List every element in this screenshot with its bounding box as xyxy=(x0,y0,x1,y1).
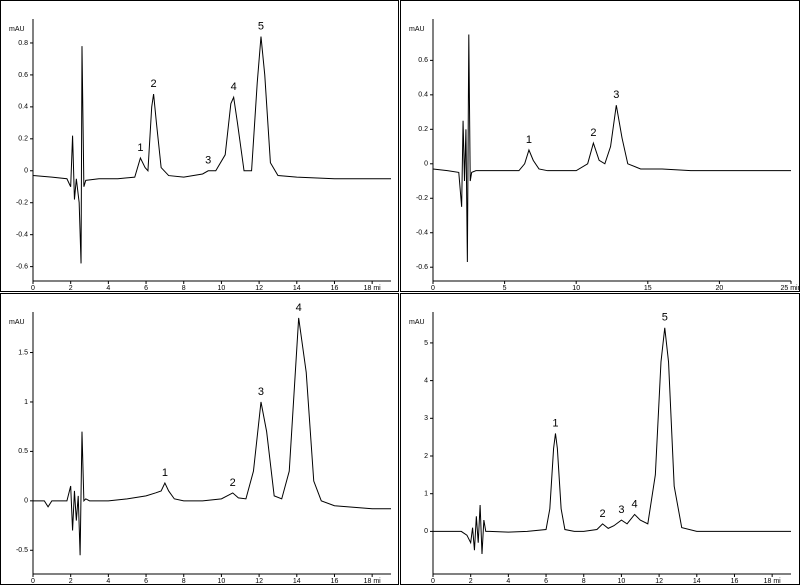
y-tick-label: -0.4 xyxy=(16,232,28,239)
y-tick-label: 0.5 xyxy=(18,448,28,455)
chart: mAU -0.6 -0.4 -0.2 0 0.2 0.4 0.6 0 5 10 15 20 25 min 1… xyxy=(409,19,799,291)
x-tick-label: 12 xyxy=(255,285,263,291)
x-tick-label: 0 xyxy=(31,578,35,584)
y-tick-label: 1 xyxy=(24,399,28,406)
x-tick-label: 18 mi xyxy=(364,578,382,584)
y-axis-label: mAU xyxy=(9,26,25,33)
y-tick-label: 0 xyxy=(424,161,428,168)
y-tick-label: -0.4 xyxy=(416,230,428,237)
x-tick-label: 18 mi xyxy=(364,285,382,291)
x-tick-label: 0 xyxy=(31,285,35,291)
chromatogram-line xyxy=(432,34,791,263)
x-tick-label: 16 xyxy=(331,578,339,584)
peak-label: 4 xyxy=(231,81,237,93)
x-tick-label: 2 xyxy=(69,285,73,291)
y-tick-label: 0 xyxy=(424,528,428,535)
peak-label: 2 xyxy=(590,127,596,139)
y-tick-label: 2 xyxy=(424,453,428,460)
y-axis-label: mAU xyxy=(409,319,425,326)
x-tick-label: 2 xyxy=(69,578,73,584)
peak-label: 3 xyxy=(258,386,264,398)
peak-label: 2 xyxy=(151,78,157,90)
x-tick-label: 25 min xyxy=(780,285,799,291)
panel: mAU -0.6 -0.4 -0.2 0 0.2 0.4 0.6 0 5 10 15 20 25 min 1… xyxy=(400,0,800,292)
x-tick-label: 2 xyxy=(469,578,473,584)
peak-label: 5 xyxy=(662,312,668,324)
peak-label: 2 xyxy=(230,477,236,489)
x-tick-label: 12 xyxy=(255,578,263,584)
peak-label: 2 xyxy=(600,508,606,520)
panel: mAU -0.6 -0.4 -0.2 0 0.2 0.4 0.6 0.8 0 2 4 6 8 10 12 14 1… xyxy=(0,0,399,292)
y-tick-label: 1.5 xyxy=(18,349,28,356)
x-tick-label: 14 xyxy=(293,578,301,584)
x-tick-label: 8 xyxy=(582,578,586,584)
peak-label: 1 xyxy=(552,417,558,429)
x-tick-label: 0 xyxy=(431,578,435,584)
y-tick-label: -0.5 xyxy=(16,547,28,554)
panel: mAU -0.5 0 0.5 1 1.5 0 2 4 6 8 10 12 14 16 18 mi 1 2 3 4 xyxy=(0,293,399,585)
x-tick-label: 14 xyxy=(693,578,701,584)
x-tick-label: 10 xyxy=(218,285,226,291)
y-tick-label: 0.6 xyxy=(418,57,428,64)
y-tick-label: -0.6 xyxy=(16,263,28,270)
peak-label: 3 xyxy=(618,504,624,516)
x-tick-label: 18 mi xyxy=(764,578,782,584)
x-tick-label: 10 xyxy=(218,578,226,584)
x-tick-label: 6 xyxy=(144,578,148,584)
x-tick-label: 15 xyxy=(644,285,652,291)
chart: mAU-0.6-0.4-0.200.20.40.60.80 2 4 6 8 10 12 14 1… xyxy=(9,19,391,291)
chromatogram-line xyxy=(33,317,391,556)
peak-label: 1 xyxy=(526,134,532,146)
chromatogram-line xyxy=(32,36,391,264)
y-tick-label: -0.2 xyxy=(416,195,428,202)
x-tick-label: 4 xyxy=(506,578,510,584)
peak-label: 3 xyxy=(205,155,211,167)
peak-label: 3 xyxy=(613,89,619,101)
y-tick-label: 5 xyxy=(424,340,428,347)
y-tick-label: 0.2 xyxy=(418,126,428,133)
panel: mAU 0 1 2 3 4 5 0 2 4 6 8 10 12 14 16 18 mi 1 2 3 4 5 xyxy=(400,293,800,585)
y-tick-label: 0 xyxy=(24,498,28,505)
x-tick-label: 20 xyxy=(716,285,724,291)
peak-label: 4 xyxy=(632,498,638,510)
y-tick-label: 0.6 xyxy=(18,72,28,79)
x-tick-label: 4 xyxy=(106,285,110,291)
peak-label: 4 xyxy=(296,302,302,314)
peak-label: 1 xyxy=(137,142,143,154)
x-tick-label: 5 xyxy=(503,285,507,291)
x-tick-label: 14 xyxy=(293,285,301,291)
y-tick-label: 0 xyxy=(24,168,28,175)
x-tick-label: 10 xyxy=(572,285,580,291)
y-tick-label: 1 xyxy=(424,491,428,498)
y-tick-label: 3 xyxy=(424,415,428,422)
x-tick-label: 6 xyxy=(144,285,148,291)
x-tick-label: 6 xyxy=(544,578,548,584)
y-tick-label: 0.4 xyxy=(418,92,428,99)
x-tick-label: 8 xyxy=(182,578,186,584)
y-axis-label: mAU xyxy=(409,26,425,33)
x-tick-label: 12 xyxy=(655,578,663,584)
x-tick-label: 16 xyxy=(731,578,739,584)
y-tick-label: -0.6 xyxy=(416,264,428,271)
x-tick-label: 16 xyxy=(331,285,339,291)
x-tick-label: 4 xyxy=(106,578,110,584)
y-axis-label: mAU xyxy=(9,319,25,326)
y-tick-label: 0.2 xyxy=(18,136,28,143)
y-tick-label: -0.2 xyxy=(16,200,28,207)
x-tick-label: 0 xyxy=(431,285,435,291)
x-tick-label: 10 xyxy=(618,578,626,584)
y-tick-label: 0.8 xyxy=(18,40,28,47)
y-tick-label: 4 xyxy=(424,377,428,384)
peak-label: 1 xyxy=(162,467,168,479)
y-tick-label: 0.4 xyxy=(18,104,28,111)
peak-label: 5 xyxy=(258,20,264,32)
chromatogram-line xyxy=(433,327,791,555)
x-tick-label: 8 xyxy=(182,285,186,291)
